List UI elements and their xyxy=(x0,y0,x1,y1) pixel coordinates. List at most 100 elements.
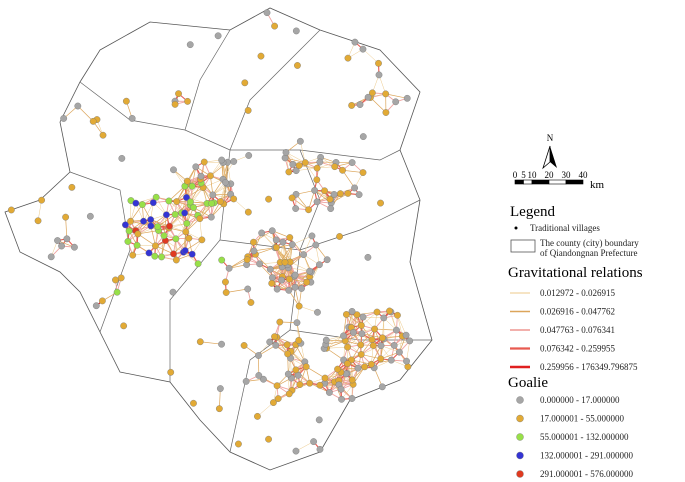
village-dot xyxy=(230,195,238,203)
village-dot xyxy=(120,322,128,330)
village-dot xyxy=(188,182,196,190)
village-dot xyxy=(215,405,223,413)
village-dot xyxy=(375,59,382,67)
village-dot xyxy=(158,253,165,261)
village-dot xyxy=(356,101,364,108)
relation-line xyxy=(227,162,232,184)
village-dot xyxy=(128,115,136,122)
village-dot xyxy=(243,256,251,264)
village-dot xyxy=(152,193,160,201)
relation-line xyxy=(255,254,271,270)
village-dot xyxy=(382,109,390,116)
village-dot xyxy=(222,278,229,286)
village-dot xyxy=(354,364,362,372)
village-dot xyxy=(217,198,224,205)
village-dot xyxy=(288,194,296,202)
village-dot xyxy=(218,156,226,164)
relation-line xyxy=(306,366,326,379)
arrow-left xyxy=(542,145,551,170)
relation-line xyxy=(253,230,273,243)
village-dot xyxy=(194,260,202,268)
village-dot xyxy=(184,97,191,105)
village-dot xyxy=(403,357,410,365)
relation-line xyxy=(190,182,202,203)
village-dot xyxy=(292,167,300,175)
village-dot xyxy=(331,163,339,171)
village-dot xyxy=(357,341,365,349)
village-symbol xyxy=(514,226,518,230)
village-dot xyxy=(112,276,119,284)
relation-line xyxy=(157,214,176,227)
village-dot xyxy=(292,205,300,212)
village-dot xyxy=(113,288,121,296)
village-dot xyxy=(172,235,180,243)
village-dot xyxy=(348,376,356,384)
village-dot xyxy=(292,447,300,455)
north-label: N xyxy=(547,133,554,143)
village-dot xyxy=(133,241,141,249)
village-dot xyxy=(173,198,181,205)
village-dot xyxy=(292,366,300,374)
village-dot xyxy=(406,337,414,345)
village-dot xyxy=(244,208,252,216)
village-dot xyxy=(294,62,301,69)
relation-line xyxy=(373,367,383,387)
village-dot xyxy=(71,243,78,251)
relation-line xyxy=(199,218,203,240)
legend-item: Traditional villages xyxy=(530,223,600,233)
village-dot xyxy=(274,395,282,403)
relation-line xyxy=(150,225,156,246)
relation-line xyxy=(200,341,222,345)
village-dot xyxy=(117,274,125,282)
village-dot xyxy=(122,221,129,229)
village-dot xyxy=(298,285,305,292)
village-dot xyxy=(344,343,351,351)
village-dot xyxy=(371,325,378,333)
village-dot xyxy=(300,251,307,259)
village-dot xyxy=(154,223,162,231)
relation-line xyxy=(326,346,348,349)
village-dot xyxy=(292,27,300,35)
village-dot xyxy=(216,385,224,392)
relation-line xyxy=(292,235,313,245)
village-dot xyxy=(129,251,137,259)
village-dot xyxy=(364,93,372,101)
relations-title: Gravitational relations xyxy=(508,265,643,281)
village-dot xyxy=(316,445,324,453)
village-dot xyxy=(285,275,293,283)
village-dot xyxy=(348,308,356,315)
village-dot xyxy=(118,155,126,162)
village-dot xyxy=(266,338,274,346)
village-dot xyxy=(368,89,376,97)
village-dot xyxy=(282,149,290,156)
village-dot xyxy=(367,360,375,368)
village-dot xyxy=(181,209,189,217)
village-dot xyxy=(47,253,55,261)
relation-line xyxy=(270,268,290,280)
village-dot xyxy=(284,350,292,358)
relation-line xyxy=(226,288,248,293)
village-dot xyxy=(396,348,403,356)
relation-line xyxy=(77,105,94,122)
village-dot xyxy=(306,379,314,387)
village-dot xyxy=(312,241,320,249)
legend-item: 0.012972 - 0.026915 xyxy=(540,288,615,298)
village-dot xyxy=(311,187,318,194)
village-dot xyxy=(305,206,312,214)
relation-line xyxy=(65,217,68,239)
relation-line xyxy=(305,162,318,180)
goalie-symbol xyxy=(516,414,524,423)
village-dot xyxy=(254,412,261,420)
relation-line xyxy=(362,48,379,64)
village-dot xyxy=(322,336,330,344)
village-dot xyxy=(364,253,372,261)
village-dot xyxy=(171,100,179,108)
village-dot xyxy=(336,233,343,240)
village-dot xyxy=(382,90,390,98)
relation-line xyxy=(342,170,355,189)
village-dot xyxy=(380,314,388,322)
village-dot xyxy=(279,238,287,246)
scale-segment xyxy=(514,179,524,185)
village-dot xyxy=(326,195,334,203)
